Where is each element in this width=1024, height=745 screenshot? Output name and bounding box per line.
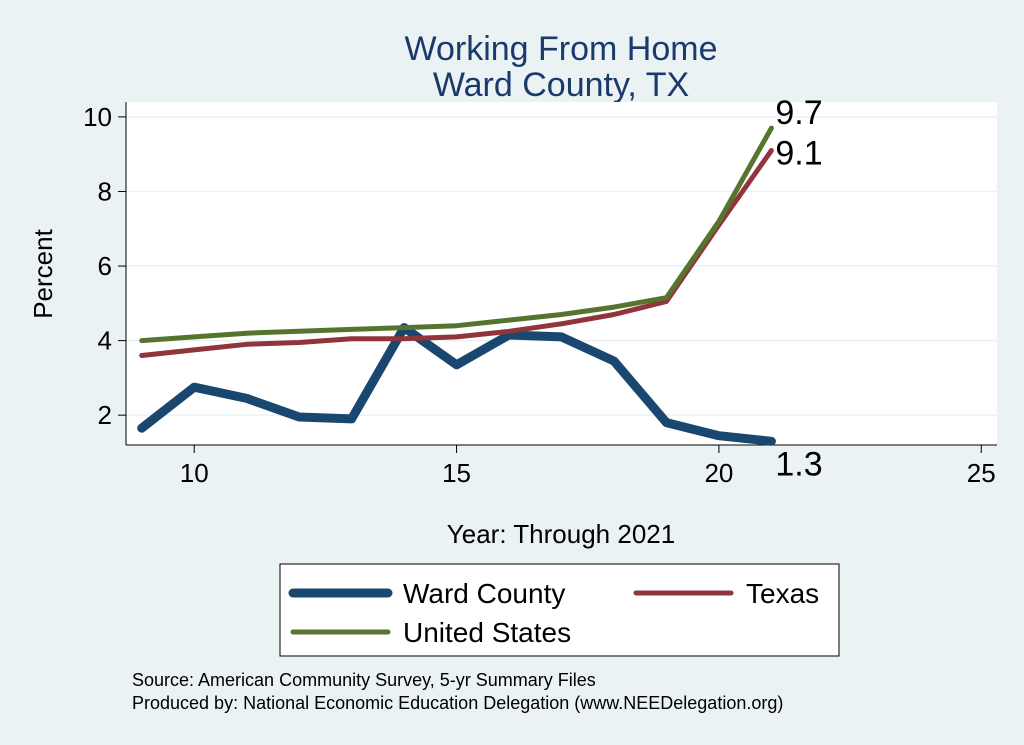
plot-area bbox=[126, 102, 997, 445]
end-label-0: 1.3 bbox=[775, 445, 822, 483]
y-tick-label: 2 bbox=[98, 400, 112, 430]
chart-title-line-1: Working From Home bbox=[405, 30, 718, 68]
end-labels: 1.3 9.19.7 bbox=[775, 94, 822, 483]
x-ticks: 10 15 20 25 bbox=[180, 445, 996, 488]
end-label-1: 9.1 bbox=[775, 134, 822, 172]
legend-label-0: Ward County bbox=[403, 578, 565, 609]
end-label-2: 9.7 bbox=[775, 94, 822, 132]
x-tick-label: 25 bbox=[967, 458, 996, 488]
legend-label-2: United States bbox=[403, 617, 571, 648]
y-ticks: 2 4 6 8 10 bbox=[83, 102, 126, 430]
producer-note: Produced by: National Economic Education… bbox=[132, 693, 783, 713]
series-line-0 bbox=[137, 323, 776, 446]
y-axis-label: Percent bbox=[28, 228, 58, 318]
x-axis-label: Year: Through 2021 bbox=[447, 519, 675, 549]
chart-title-line-2: Ward County, TX bbox=[433, 66, 689, 104]
legend-box bbox=[279, 563, 840, 657]
x-tick-label: 15 bbox=[442, 458, 471, 488]
legend-label-1: Texas bbox=[746, 578, 819, 609]
y-tick-label: 4 bbox=[98, 326, 112, 356]
series-lines bbox=[137, 125, 776, 446]
y-tick-label: 6 bbox=[98, 251, 112, 281]
x-tick-label: 10 bbox=[180, 458, 209, 488]
y-tick-label: 10 bbox=[83, 102, 112, 132]
source-note: Source: American Community Survey, 5-yr … bbox=[132, 670, 596, 690]
series-line-1 bbox=[139, 148, 774, 358]
y-tick-label: 8 bbox=[98, 176, 112, 206]
legend: Ward County Texas United States bbox=[288, 578, 819, 648]
series-line-2 bbox=[139, 125, 774, 344]
x-tick-label: 20 bbox=[704, 458, 733, 488]
